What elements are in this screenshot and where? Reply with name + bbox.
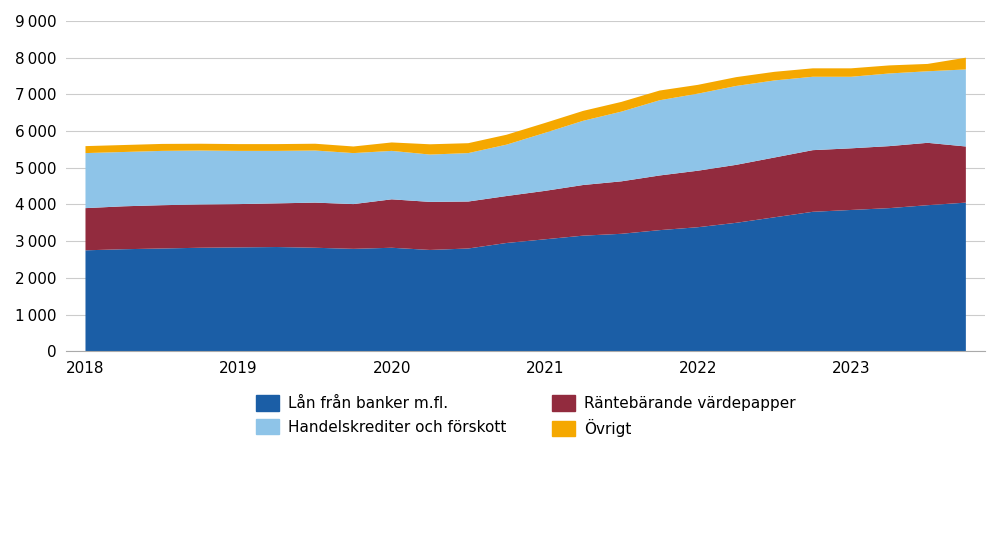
Legend: Lån från banker m.fl., Handelskrediter och förskott, Räntebärande värdepapper, Ö: Lån från banker m.fl., Handelskrediter o… [250,389,802,443]
